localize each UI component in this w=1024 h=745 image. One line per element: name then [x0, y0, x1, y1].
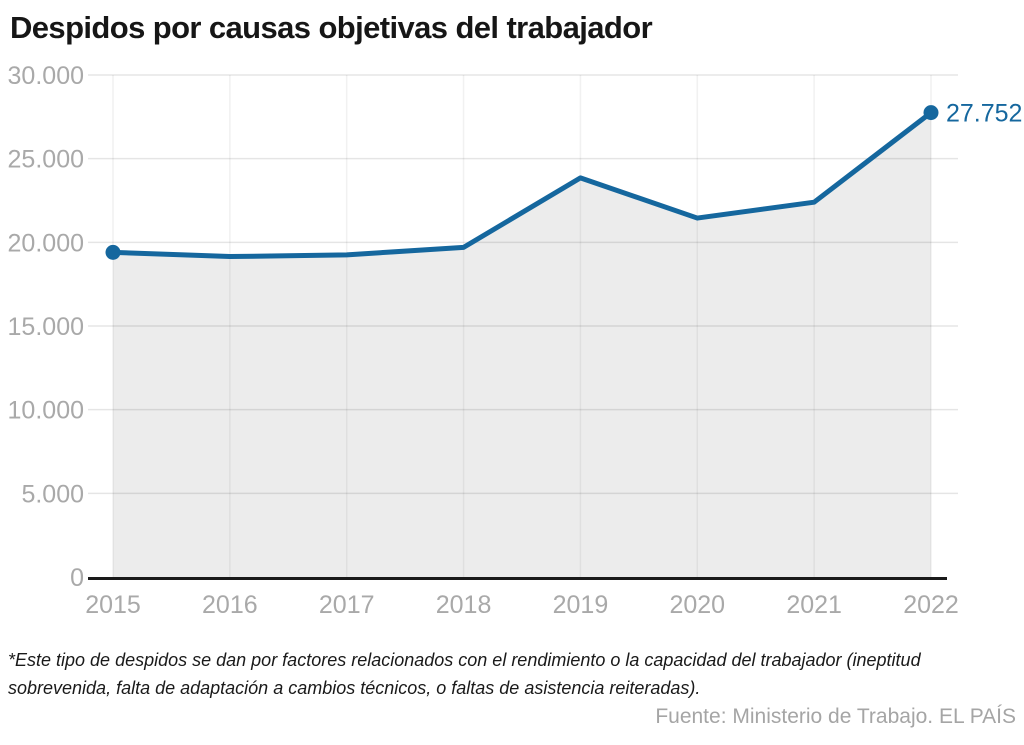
data-line-layer	[110, 110, 934, 260]
x-tick-label: 2015	[85, 591, 141, 619]
gridlines-layer	[88, 74, 958, 577]
chart-title: Despidos por causas objetivas del trabaj…	[10, 10, 653, 45]
y-tick-label: 30.000	[8, 62, 84, 90]
y-axis-tick-labels: 0 5.000 10.000 15.000 20.000 25.000 30.000	[8, 62, 84, 592]
x-tick-label: 2019	[553, 591, 609, 619]
end-value-label: 27.752	[946, 100, 1022, 128]
y-tick-label: 15.000	[8, 313, 84, 341]
x-tick-label: 2017	[319, 591, 375, 619]
x-tick-label: 2020	[669, 591, 725, 619]
last-value-label: 27.752	[946, 100, 1022, 128]
x-axis-tick-labels: 2015 2016 2017 2018 2019 2020 2021 2022	[85, 591, 959, 619]
x-tick-label: 2021	[786, 591, 842, 619]
area-fill-layer	[113, 112, 931, 578]
y-tick-label: 20.000	[8, 229, 84, 257]
data-point-dot	[105, 244, 121, 260]
x-tick-label: 2022	[903, 591, 959, 619]
y-tick-label: 5.000	[21, 480, 84, 508]
data-point-dot	[923, 105, 939, 121]
data-point-markers	[105, 105, 939, 260]
x-tick-label: 2016	[202, 591, 258, 619]
y-tick-label: 10.000	[8, 397, 84, 425]
data-line	[110, 110, 934, 260]
area-fill	[113, 112, 931, 578]
x-tick-label: 2018	[436, 591, 492, 619]
y-tick-label: 25.000	[8, 146, 84, 174]
y-tick-label: 0	[70, 564, 84, 592]
chart-footnote: *Este tipo de despidos se dan por factor…	[8, 650, 921, 698]
source-credit: Fuente: Ministerio de Trabajo. EL PAÍS	[655, 705, 1016, 728]
